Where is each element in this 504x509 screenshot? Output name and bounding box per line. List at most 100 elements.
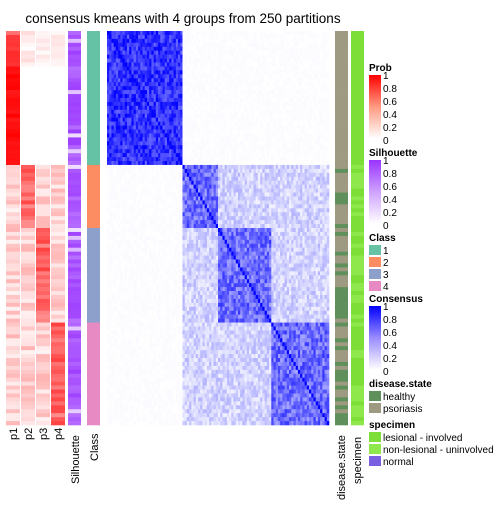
consensus-cell bbox=[291, 117, 294, 122]
consensus-cell bbox=[158, 54, 161, 59]
consensus-cell bbox=[173, 31, 177, 36]
consensus-cell bbox=[118, 31, 121, 36]
consensus-cell bbox=[206, 164, 210, 170]
consensus-cell bbox=[202, 46, 205, 51]
consensus-cell bbox=[262, 141, 265, 146]
consensus-cell bbox=[229, 105, 232, 111]
consensus-cell bbox=[266, 200, 270, 205]
prob-cell bbox=[6, 397, 20, 402]
consensus-cell bbox=[289, 101, 292, 107]
consensus-cell bbox=[193, 180, 197, 185]
consensus-cell bbox=[173, 168, 177, 174]
consensus-cell bbox=[289, 54, 292, 59]
consensus-cell bbox=[295, 109, 299, 115]
consensus-cell bbox=[233, 70, 237, 75]
silhouette-cell bbox=[68, 235, 81, 241]
consensus-cell bbox=[251, 54, 254, 59]
consensus-cell bbox=[253, 74, 257, 79]
consensus-cell bbox=[107, 121, 110, 126]
consensus-cell bbox=[173, 141, 177, 146]
consensus-cell bbox=[175, 180, 179, 185]
consensus-cell bbox=[309, 141, 312, 146]
consensus-cell bbox=[153, 161, 157, 166]
consensus-cell bbox=[198, 42, 201, 48]
consensus-cell bbox=[122, 192, 126, 197]
consensus-cell bbox=[220, 117, 223, 122]
consensus-cell bbox=[160, 157, 163, 162]
consensus-cell bbox=[115, 58, 119, 63]
consensus-cell bbox=[155, 86, 159, 91]
consensus-cell bbox=[284, 192, 288, 197]
consensus-cell bbox=[304, 62, 308, 67]
consensus-cell bbox=[295, 164, 299, 170]
consensus-cell bbox=[175, 141, 179, 146]
consensus-cell bbox=[162, 153, 166, 158]
consensus-cell bbox=[304, 101, 308, 107]
consensus-cell bbox=[202, 94, 205, 99]
prob-cell bbox=[6, 145, 20, 150]
consensus-cell bbox=[135, 137, 139, 142]
consensus-cell bbox=[322, 74, 325, 79]
prob-cell bbox=[21, 157, 35, 162]
consensus-cell bbox=[213, 145, 217, 150]
prob-cell bbox=[21, 200, 35, 205]
consensus-cell bbox=[275, 196, 279, 201]
consensus-cell bbox=[280, 117, 283, 122]
consensus-cell bbox=[215, 141, 219, 146]
consensus-cell bbox=[273, 121, 277, 126]
consensus-cell bbox=[140, 176, 143, 182]
consensus-cell bbox=[206, 31, 210, 36]
prob-cell bbox=[6, 251, 20, 256]
consensus-cell bbox=[322, 149, 325, 154]
consensus-cell bbox=[302, 86, 305, 91]
consensus-cell bbox=[266, 157, 270, 162]
consensus-cell bbox=[322, 192, 325, 197]
consensus-cell bbox=[109, 78, 112, 83]
consensus-cell bbox=[257, 97, 261, 103]
consensus-cell bbox=[211, 90, 214, 95]
consensus-cell bbox=[269, 97, 272, 103]
consensus-cell bbox=[198, 184, 201, 189]
prob-cell bbox=[51, 287, 65, 292]
consensus-cell bbox=[226, 50, 230, 55]
consensus-cell bbox=[249, 58, 252, 63]
consensus-cell bbox=[249, 97, 252, 103]
consensus-cell bbox=[107, 90, 110, 95]
consensus-cell bbox=[309, 62, 312, 67]
consensus-cell bbox=[173, 149, 177, 154]
consensus-cell bbox=[126, 125, 130, 130]
consensus-cell bbox=[118, 192, 121, 197]
prob-cell bbox=[21, 409, 35, 414]
consensus-cell bbox=[173, 161, 177, 166]
consensus-cell bbox=[153, 101, 157, 107]
consensus-cell bbox=[282, 62, 285, 67]
consensus-cell bbox=[309, 153, 312, 158]
consensus-cell bbox=[182, 184, 185, 189]
consensus-cell bbox=[326, 129, 330, 134]
prob-cell bbox=[6, 164, 20, 170]
consensus-cell bbox=[162, 94, 166, 99]
silhouette-cell bbox=[68, 145, 81, 150]
silhouette-cell bbox=[68, 224, 81, 229]
consensus-cell bbox=[204, 168, 208, 174]
consensus-cell bbox=[260, 161, 263, 166]
consensus-cell bbox=[120, 176, 123, 182]
consensus-cell bbox=[284, 172, 288, 178]
consensus-cell bbox=[122, 70, 126, 75]
consensus-cell bbox=[133, 50, 137, 55]
consensus-cell bbox=[264, 90, 268, 95]
consensus-cell bbox=[149, 78, 152, 83]
consensus-cell bbox=[320, 149, 323, 154]
consensus-cell bbox=[162, 82, 166, 87]
consensus-cell bbox=[200, 121, 203, 126]
consensus-cell bbox=[309, 125, 312, 130]
consensus-cell bbox=[204, 58, 208, 63]
consensus-cell bbox=[242, 188, 245, 193]
consensus-cell bbox=[191, 54, 194, 59]
consensus-cell bbox=[282, 137, 285, 142]
consensus-cell bbox=[244, 82, 248, 87]
consensus-cell bbox=[275, 153, 279, 158]
consensus-cell bbox=[249, 117, 252, 122]
consensus-cell bbox=[158, 129, 161, 134]
consensus-cell bbox=[284, 90, 288, 95]
